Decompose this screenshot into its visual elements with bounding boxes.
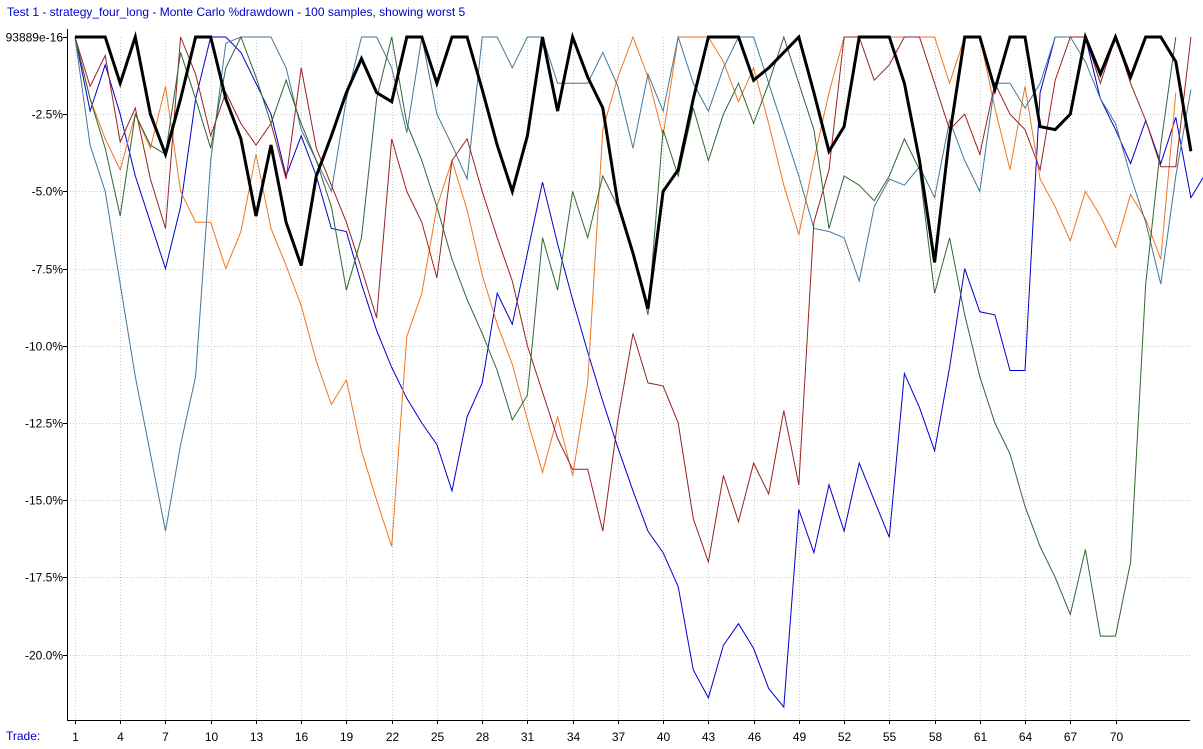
axis-layer xyxy=(63,29,1190,724)
x-tick-label: 40 xyxy=(657,730,671,744)
x-tick-label: 19 xyxy=(340,730,354,744)
x-tick-label: 52 xyxy=(838,730,852,744)
x-tick-label: 67 xyxy=(1064,730,1078,744)
y-tick-label: -7.5% xyxy=(32,263,64,277)
x-tick-label: 31 xyxy=(521,730,535,744)
y-tick-label: -5.0% xyxy=(32,185,64,199)
grid-layer xyxy=(67,37,1190,720)
x-tick-label: 43 xyxy=(702,730,716,744)
x-tick-label: 34 xyxy=(567,730,581,744)
x-tick-label: 10 xyxy=(205,730,219,744)
x-axis-title: Trade: xyxy=(6,729,41,743)
y-tick-label: -2.5% xyxy=(32,108,64,122)
chart-title: Test 1 - strategy_four_long - Monte Carl… xyxy=(7,5,466,19)
x-tick-label: 13 xyxy=(250,730,264,744)
x-tick-label: 1 xyxy=(72,730,79,744)
x-tick-label: 28 xyxy=(476,730,490,744)
series-line-1 xyxy=(75,31,1193,310)
x-tick-label: 37 xyxy=(612,730,626,744)
label-layer: -2.5% -5.0% -7.5% -10.0% -12.5% -15.0% -17.5% -… xyxy=(6,31,1124,745)
y-tick-label: -10.0% xyxy=(25,340,63,354)
x-tick-label: 22 xyxy=(386,730,400,744)
x-tick-label: 70 xyxy=(1110,730,1124,744)
series-line-4 xyxy=(74,35,1192,532)
x-tick-label: 16 xyxy=(295,730,309,744)
y-tick-label: -15.0% xyxy=(25,494,63,508)
x-tick-label: 7 xyxy=(162,730,169,744)
x-tick-label: 61 xyxy=(974,730,988,744)
x-tick-label: 58 xyxy=(929,730,943,744)
series-line-6 xyxy=(74,35,1177,637)
y-tick-label: -20.0% xyxy=(25,649,63,663)
y-top-label: 93889e-16 xyxy=(6,31,64,45)
x-tick-label: 25 xyxy=(431,730,445,744)
x-tick-label: 46 xyxy=(748,730,762,744)
y-tick-label: -12.5% xyxy=(25,417,63,431)
x-tick-label: 64 xyxy=(1019,730,1033,744)
x-tick-label: 4 xyxy=(117,730,124,744)
y-tick-label: -17.5% xyxy=(25,571,63,585)
series-line-2 xyxy=(74,36,1203,709)
x-tick-label: 49 xyxy=(793,730,807,744)
series-line-5 xyxy=(74,35,1192,564)
series-layer xyxy=(74,31,1203,709)
x-tick-label: 55 xyxy=(883,730,897,744)
